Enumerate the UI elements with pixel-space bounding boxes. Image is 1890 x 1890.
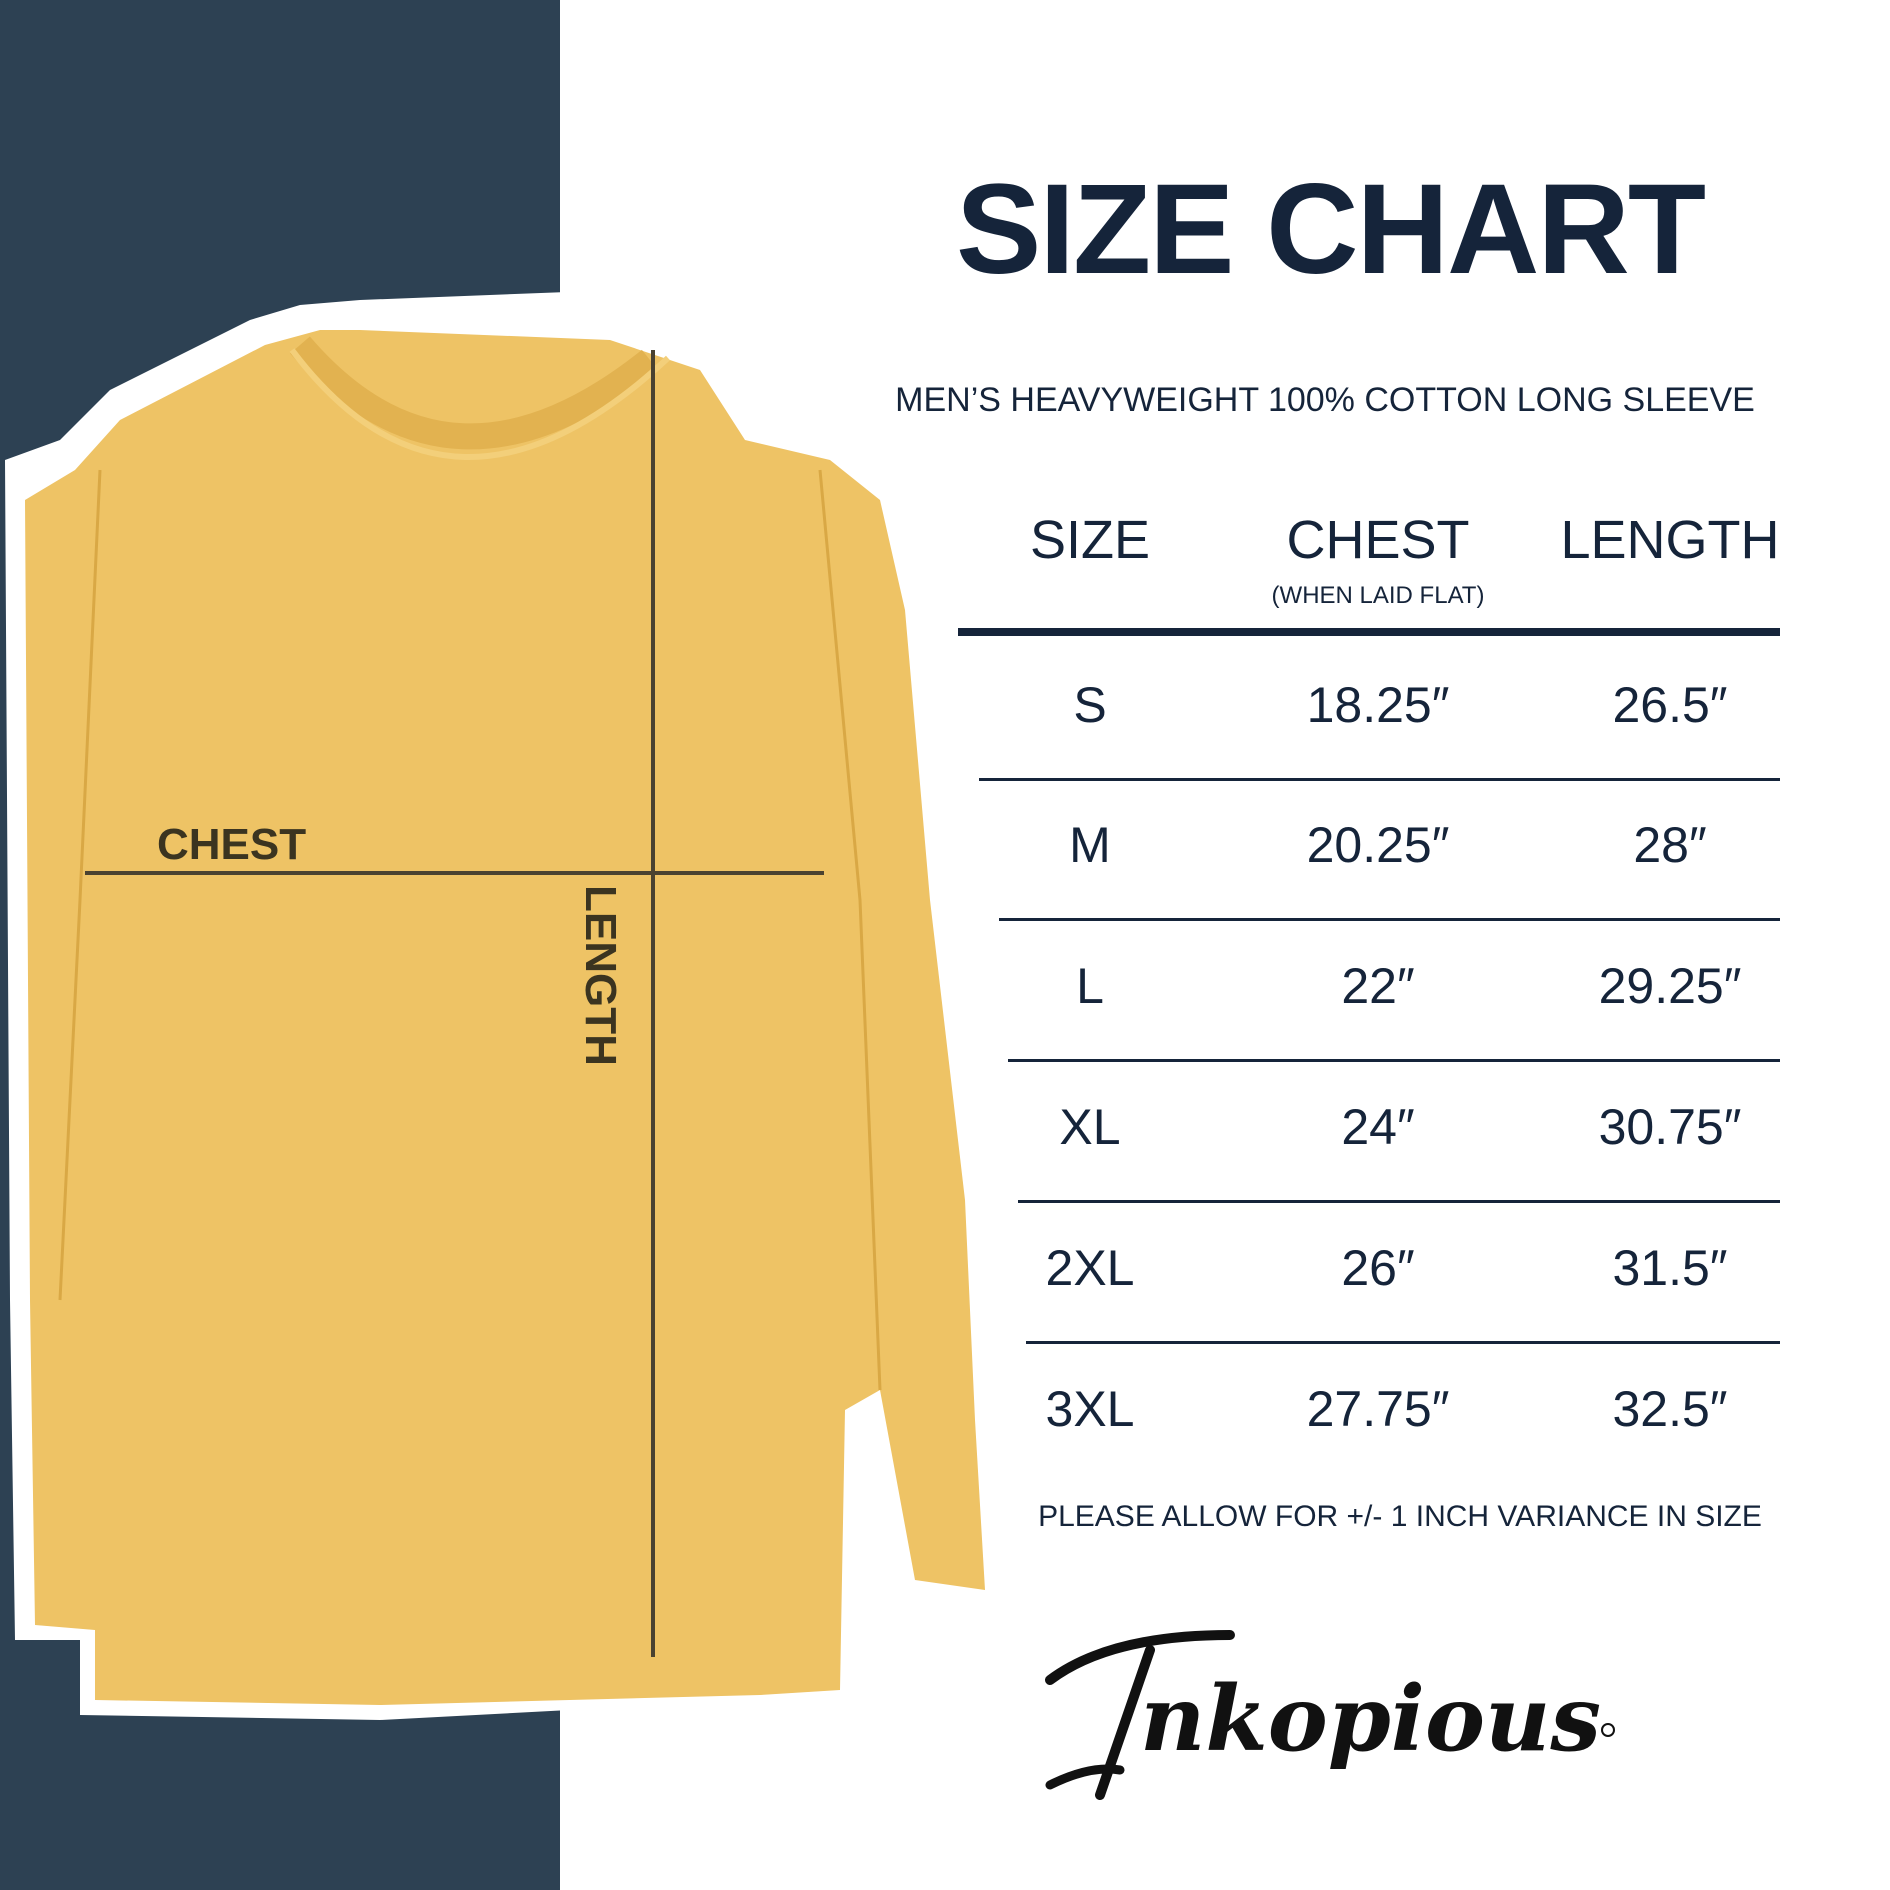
- cell-size: S: [940, 670, 1240, 740]
- table-row: L 22″ 29.25″: [940, 916, 1820, 1062]
- brand-logo: nkopious: [1045, 1630, 1615, 1800]
- cell-chest: 20.25″: [1228, 810, 1528, 880]
- length-label: LENGTH: [576, 885, 625, 1066]
- row-divider: [1026, 1341, 1780, 1344]
- cell-length-text: 32.5″: [1612, 1381, 1728, 1437]
- svg-text:nkopious: nkopious: [1140, 1666, 1601, 1772]
- cell-size: M: [940, 810, 1240, 880]
- variance-note-text: PLEASE ALLOW FOR +/- 1 INCH VARIANCE IN …: [1038, 1500, 1762, 1533]
- row-divider: [979, 778, 1780, 781]
- header-size-text: SIZE: [1029, 510, 1151, 570]
- cell-chest: 18.25″: [1228, 670, 1528, 740]
- cell-size-text: M: [1069, 817, 1111, 873]
- table-row: 2XL 26″ 31.5″: [940, 1198, 1820, 1344]
- table-row: M 20.25″ 28″: [940, 775, 1820, 921]
- cell-size: 3XL: [940, 1374, 1240, 1444]
- cell-chest: 24″: [1228, 1092, 1528, 1162]
- cell-chest-text: 18.25″: [1306, 677, 1450, 733]
- cell-length-text: 26.5″: [1612, 677, 1728, 733]
- cell-chest-text: 26″: [1341, 1240, 1415, 1296]
- cell-chest-text: 20.25″: [1306, 817, 1450, 873]
- row-divider: [1008, 1059, 1780, 1062]
- header-chest-text: CHEST: [1286, 510, 1470, 570]
- cell-size-text: 3XL: [1045, 1381, 1135, 1437]
- cell-length-text: 30.75″: [1598, 1099, 1742, 1155]
- table-row: S 18.25″ 26.5″: [940, 635, 1820, 781]
- header-chest-note-text: (WHEN LAID FLAT): [1271, 582, 1485, 609]
- cell-chest: 26″: [1228, 1233, 1528, 1303]
- cell-length: 30.75″: [1520, 1092, 1820, 1162]
- row-divider: [999, 918, 1780, 921]
- cell-length: 28″: [1520, 810, 1820, 880]
- table-row: XL 24″ 30.75″: [940, 1057, 1820, 1203]
- row-divider: [1018, 1200, 1780, 1203]
- header-length: LENGTH: [1520, 505, 1820, 575]
- table-row: 3XL 27.75″ 32.5″: [940, 1339, 1820, 1479]
- cell-size: L: [940, 951, 1240, 1021]
- cell-length-text: 29.25″: [1598, 958, 1742, 1014]
- cell-size-text: S: [1073, 677, 1107, 733]
- chest-label: CHEST: [157, 820, 307, 869]
- cell-length: 31.5″: [1520, 1233, 1820, 1303]
- header-length-text: LENGTH: [1560, 510, 1780, 570]
- subtitle-text: MEN’S HEAVYWEIGHT 100% COTTON LONG SLEEV…: [895, 381, 1755, 419]
- header-size: SIZE: [940, 505, 1240, 575]
- cell-length-text: 31.5″: [1612, 1240, 1728, 1296]
- shirt-illustration: [25, 330, 985, 1705]
- cell-size: 2XL: [940, 1233, 1240, 1303]
- cell-chest-text: 27.75″: [1306, 1381, 1450, 1437]
- page-title: SIZE CHART: [940, 150, 1720, 310]
- header-chest: CHEST: [1228, 505, 1528, 575]
- cell-chest: 27.75″: [1228, 1374, 1528, 1444]
- subtitle: MEN’S HEAVYWEIGHT 100% COTTON LONG SLEEV…: [860, 378, 1790, 422]
- cell-chest-text: 24″: [1341, 1099, 1415, 1155]
- cell-size-text: L: [1076, 958, 1104, 1014]
- header-divider: [958, 628, 1780, 636]
- cell-length: 32.5″: [1520, 1374, 1820, 1444]
- cell-length: 29.25″: [1520, 951, 1820, 1021]
- cell-chest-text: 22″: [1341, 958, 1415, 1014]
- header-chest-note: (WHEN LAID FLAT): [1228, 580, 1528, 612]
- cell-size: XL: [940, 1092, 1240, 1162]
- cell-chest: 22″: [1228, 951, 1528, 1021]
- title-text: SIZE CHART: [956, 158, 1706, 301]
- cell-length-text: 28″: [1633, 817, 1707, 873]
- cell-size-text: 2XL: [1045, 1240, 1135, 1296]
- variance-note: PLEASE ALLOW FOR +/- 1 INCH VARIANCE IN …: [1000, 1495, 1800, 1539]
- cell-size-text: XL: [1059, 1099, 1121, 1155]
- cell-length: 26.5″: [1520, 670, 1820, 740]
